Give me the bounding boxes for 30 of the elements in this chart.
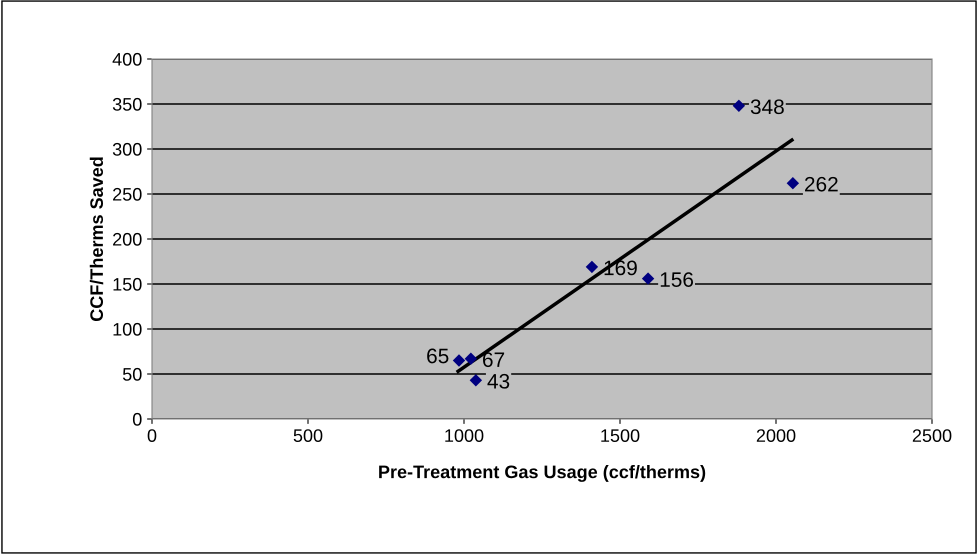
- y-axis-title: CCF/Therms Saved: [90, 157, 104, 322]
- data-label: 156: [660, 272, 694, 287]
- point: [586, 260, 598, 274]
- data-label: 67: [483, 352, 504, 368]
- x-axis-title: Pre-Treatment Gas Usage (ccf/therms): [379, 465, 706, 482]
- point: [732, 100, 746, 112]
- x-tick-label: 2500: [912, 429, 952, 442]
- data-label: 348: [750, 99, 784, 114]
- x-tick-label: 1500: [601, 429, 640, 442]
- x-tick-label: 1000: [445, 429, 484, 442]
- y-tick-label: 400: [112, 52, 142, 66]
- data-label: 262: [805, 176, 838, 192]
- x-tick-label: 0: [148, 429, 156, 442]
- x-tick-label: 2000: [756, 429, 796, 442]
- y-tick-label: 350: [112, 98, 142, 111]
- point: [464, 352, 478, 365]
- y-tick-label: 300: [112, 142, 142, 156]
- data-label: 65: [427, 348, 448, 364]
- y-tick-label: 100: [114, 322, 142, 336]
- y-tick-label: 200: [113, 232, 142, 246]
- y-tick-label: 150: [114, 278, 142, 291]
- y-tick-label: 50: [122, 368, 142, 381]
- point: [452, 354, 466, 367]
- x-tick-label: 500: [294, 429, 322, 442]
- point: [642, 272, 654, 285]
- point: [470, 374, 482, 387]
- y-tick-label: 250: [113, 188, 142, 201]
- y-tick-label: 0: [132, 412, 142, 426]
- data-label: 43: [487, 374, 510, 389]
- point: [786, 176, 800, 190]
